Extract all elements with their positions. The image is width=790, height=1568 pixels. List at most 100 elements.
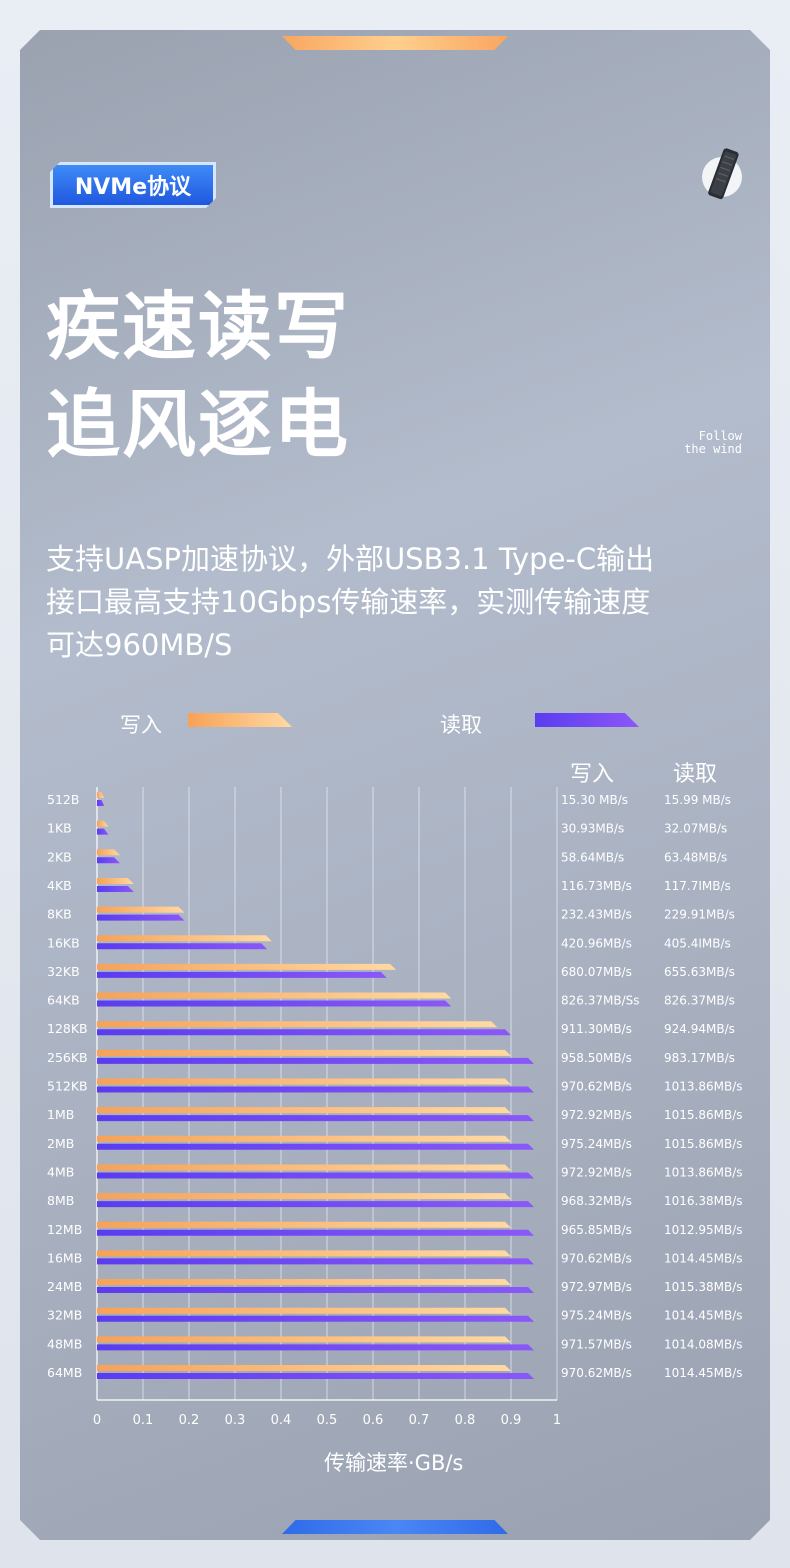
write-bar bbox=[97, 1193, 511, 1200]
write-bar bbox=[97, 992, 452, 999]
read-value-label: 1013.86MB/s bbox=[664, 1165, 743, 1179]
read-bar bbox=[97, 1258, 534, 1265]
write-bar bbox=[97, 1250, 511, 1257]
category-label: 8MB bbox=[47, 1193, 74, 1208]
category-label: 32KB bbox=[47, 964, 80, 979]
column-header-read: 读取 bbox=[673, 762, 718, 787]
read-value-label: 1015.86MB/s bbox=[664, 1108, 743, 1122]
read-value-label: 655.63MB/s bbox=[664, 965, 735, 979]
write-bar bbox=[97, 1049, 511, 1056]
read-value-label: 229.91MB/s bbox=[664, 908, 735, 922]
read-value-label: 983.17MB/s bbox=[664, 1051, 735, 1065]
headline-line-1: 疾速读写 bbox=[46, 284, 350, 370]
category-label: 16MB bbox=[47, 1250, 82, 1265]
category-label: 1KB bbox=[47, 821, 72, 836]
x-tick-label: 0.1 bbox=[133, 1413, 154, 1428]
write-value-label: 970.62MB/s bbox=[561, 1251, 632, 1265]
read-bar bbox=[97, 1172, 534, 1179]
column-header-write: 写入 bbox=[570, 762, 615, 787]
write-bar bbox=[97, 935, 272, 942]
slogan-line-2: the wind bbox=[684, 442, 742, 456]
x-tick-label: 0.8 bbox=[455, 1413, 476, 1428]
read-bar bbox=[97, 914, 185, 921]
description-line-2: 接口最高支持10Gbps传输速率，实测传输速度 bbox=[46, 585, 651, 619]
read-bar bbox=[97, 1143, 534, 1150]
read-value-label: 1015.86MB/s bbox=[664, 1137, 743, 1151]
write-bar bbox=[97, 1078, 511, 1085]
read-value-label: 1013.86MB/s bbox=[664, 1080, 743, 1094]
headline-line-2: 追风逐电 bbox=[46, 382, 350, 468]
write-value-label: 911.30MB/s bbox=[561, 1022, 632, 1036]
category-label: 16KB bbox=[47, 935, 80, 950]
write-value-label: 420.96MB/s bbox=[561, 936, 632, 950]
slogan-line-1: Follow bbox=[698, 429, 742, 443]
write-value-label: 972.92MB/s bbox=[561, 1165, 632, 1179]
write-value-label: 958.50MB/s bbox=[561, 1051, 632, 1065]
read-value-label: 924.94MB/s bbox=[664, 1022, 735, 1036]
x-tick-label: 0.4 bbox=[271, 1413, 292, 1428]
write-bar bbox=[97, 1307, 511, 1314]
write-value-label: 15.30 MB/s bbox=[561, 793, 628, 807]
category-label: 2MB bbox=[47, 1136, 74, 1151]
read-bar bbox=[97, 1029, 511, 1036]
x-tick-label: 0.6 bbox=[363, 1413, 384, 1428]
write-value-label: 232.43MB/s bbox=[561, 908, 632, 922]
legend-read-swatch bbox=[535, 713, 639, 727]
read-bar bbox=[97, 1373, 534, 1379]
write-bar bbox=[97, 963, 396, 970]
read-value-label: 1016.38MB/s bbox=[664, 1194, 743, 1208]
read-bar bbox=[97, 828, 109, 835]
write-value-label: 971.57MB/s bbox=[561, 1337, 632, 1351]
write-value-label: 970.62MB/s bbox=[561, 1366, 632, 1380]
top-accent-bar bbox=[282, 36, 508, 50]
write-bar bbox=[97, 906, 185, 913]
category-label: 2KB bbox=[47, 849, 72, 864]
x-tick-label: 0.3 bbox=[225, 1413, 246, 1428]
category-label: 512KB bbox=[47, 1079, 88, 1094]
read-bar bbox=[97, 1115, 534, 1122]
write-value-label: 975.24MB/s bbox=[561, 1309, 632, 1323]
x-tick-label: 0.2 bbox=[179, 1413, 200, 1428]
read-bar bbox=[97, 1315, 534, 1322]
write-bar bbox=[97, 792, 104, 798]
write-value-label: 680.07MB/s bbox=[561, 965, 632, 979]
description-line-1: 支持UASP加速协议，外部USB3.1 Type-C输出 bbox=[46, 542, 655, 576]
read-value-label: 405.4IMB/s bbox=[664, 936, 731, 950]
read-value-label: 1014.45MB/s bbox=[664, 1309, 743, 1323]
category-label: 24MB bbox=[47, 1279, 82, 1294]
read-bar bbox=[97, 885, 134, 892]
bottom-accent-bar bbox=[282, 1520, 508, 1534]
write-value-label: 972.92MB/s bbox=[561, 1108, 632, 1122]
slogan: Follow the wind bbox=[684, 430, 742, 456]
read-bar bbox=[97, 800, 105, 806]
protocol-badge: NVMe协议 bbox=[50, 162, 216, 208]
write-bar bbox=[97, 1221, 511, 1228]
category-label: 256KB bbox=[47, 1050, 88, 1065]
read-bar bbox=[97, 857, 120, 864]
write-value-label: 58.64MB/s bbox=[561, 850, 624, 864]
read-value-label: 1014.45MB/s bbox=[664, 1251, 743, 1265]
read-bar bbox=[97, 1000, 452, 1007]
write-value-label: 116.73MB/s bbox=[561, 879, 632, 893]
write-value-label: 972.97MB/s bbox=[561, 1280, 632, 1294]
x-tick-label: 0.7 bbox=[409, 1413, 430, 1428]
description-line-3: 可达960MB/S bbox=[46, 628, 233, 662]
category-label: 4KB bbox=[47, 878, 72, 893]
write-bar bbox=[97, 849, 120, 856]
read-value-label: 1014.45MB/s bbox=[664, 1366, 743, 1380]
read-value-label: 117.7IMB/s bbox=[664, 879, 731, 893]
read-value-label: 1014.08MB/s bbox=[664, 1337, 743, 1351]
x-axis-title: 传输速率·GB/s bbox=[324, 1451, 464, 1475]
x-tick-label: 1 bbox=[553, 1413, 561, 1428]
category-label: 64MB bbox=[47, 1365, 82, 1380]
read-bar bbox=[97, 1086, 534, 1093]
category-label: 4MB bbox=[47, 1164, 74, 1179]
description: 支持UASP加速协议，外部USB3.1 Type-C输出 接口最高支持10Gbp… bbox=[46, 538, 746, 667]
ssd-enclosure-icon bbox=[702, 148, 742, 200]
write-bar bbox=[97, 1164, 511, 1171]
legend-write-swatch bbox=[188, 713, 292, 727]
write-bar bbox=[97, 820, 109, 827]
category-label: 8KB bbox=[47, 907, 72, 922]
write-bar bbox=[97, 1135, 511, 1142]
